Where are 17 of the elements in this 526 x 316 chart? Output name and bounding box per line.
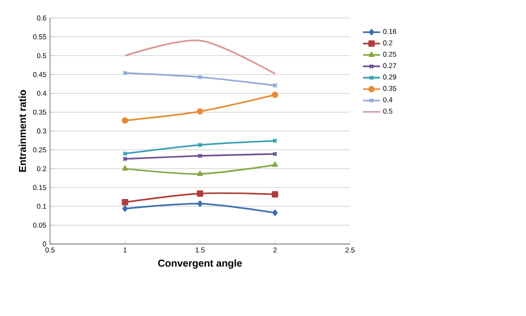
point (197, 200, 203, 207)
point (197, 170, 203, 176)
y-axis-title: Entrainment ratio (18, 90, 26, 172)
point (198, 74, 202, 80)
point (272, 92, 278, 98)
point (198, 153, 202, 158)
point (272, 162, 278, 167)
point (196, 190, 204, 197)
point (272, 210, 278, 216)
point (122, 205, 128, 212)
point (122, 165, 128, 171)
point (196, 108, 204, 115)
point (272, 191, 278, 198)
x-axis-title: Convergent angle (158, 259, 242, 269)
point (122, 117, 128, 124)
point (122, 198, 128, 206)
point (198, 142, 202, 148)
